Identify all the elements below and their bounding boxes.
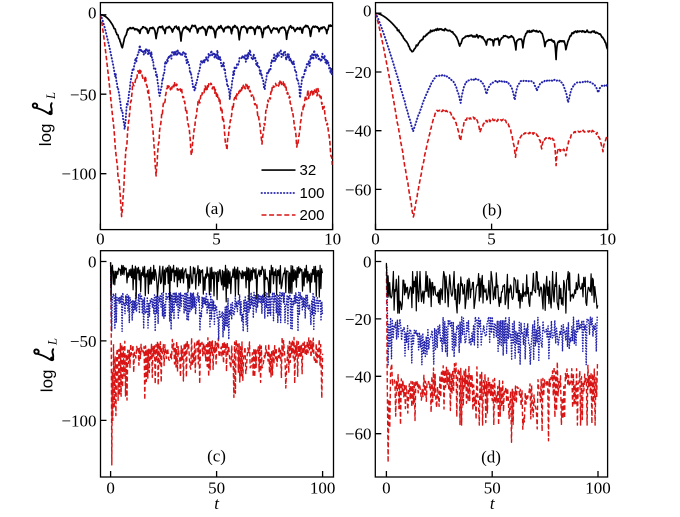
svg-text:t: t: [214, 494, 220, 513]
svg-text:(a): (a): [205, 199, 224, 218]
svg-text:(c): (c): [207, 447, 226, 466]
svg-text:0: 0: [382, 479, 391, 498]
svg-text:L: L: [44, 92, 58, 100]
svg-text:50: 50: [484, 479, 501, 498]
svg-text:100: 100: [310, 479, 336, 498]
svg-text:50: 50: [208, 479, 225, 498]
svg-text:−20: −20: [345, 310, 372, 329]
svg-text:−60: −60: [345, 425, 372, 444]
svg-text:100: 100: [300, 185, 325, 202]
svg-text:0: 0: [88, 3, 97, 22]
svg-text:200: 200: [300, 207, 325, 224]
svg-text:−20: −20: [345, 63, 372, 82]
svg-text:5: 5: [487, 230, 496, 249]
svg-text:t: t: [490, 494, 496, 513]
svg-text:log: log: [38, 370, 57, 393]
svg-text:10: 10: [599, 230, 616, 249]
svg-text:−100: −100: [61, 165, 96, 184]
svg-text:0: 0: [96, 230, 105, 249]
svg-text:10: 10: [324, 230, 341, 249]
svg-text:log: log: [36, 124, 55, 147]
svg-text:L: L: [46, 338, 60, 346]
svg-text:5: 5: [212, 230, 221, 249]
svg-text:0: 0: [371, 230, 380, 249]
svg-text:0: 0: [363, 2, 372, 21]
svg-text:(b): (b): [482, 201, 502, 220]
svg-text:0: 0: [88, 253, 97, 272]
svg-text:−60: −60: [345, 181, 372, 200]
svg-text:32: 32: [300, 162, 317, 179]
svg-text:−50: −50: [70, 332, 97, 351]
svg-text:(d): (d): [481, 448, 501, 467]
svg-text:100: 100: [585, 479, 611, 498]
svg-text:−50: −50: [70, 85, 97, 104]
svg-text:−40: −40: [345, 122, 372, 141]
svg-text:−40: −40: [345, 367, 372, 386]
svg-text:0: 0: [363, 253, 372, 272]
svg-text:−100: −100: [61, 411, 96, 430]
svg-text:0: 0: [106, 479, 115, 498]
